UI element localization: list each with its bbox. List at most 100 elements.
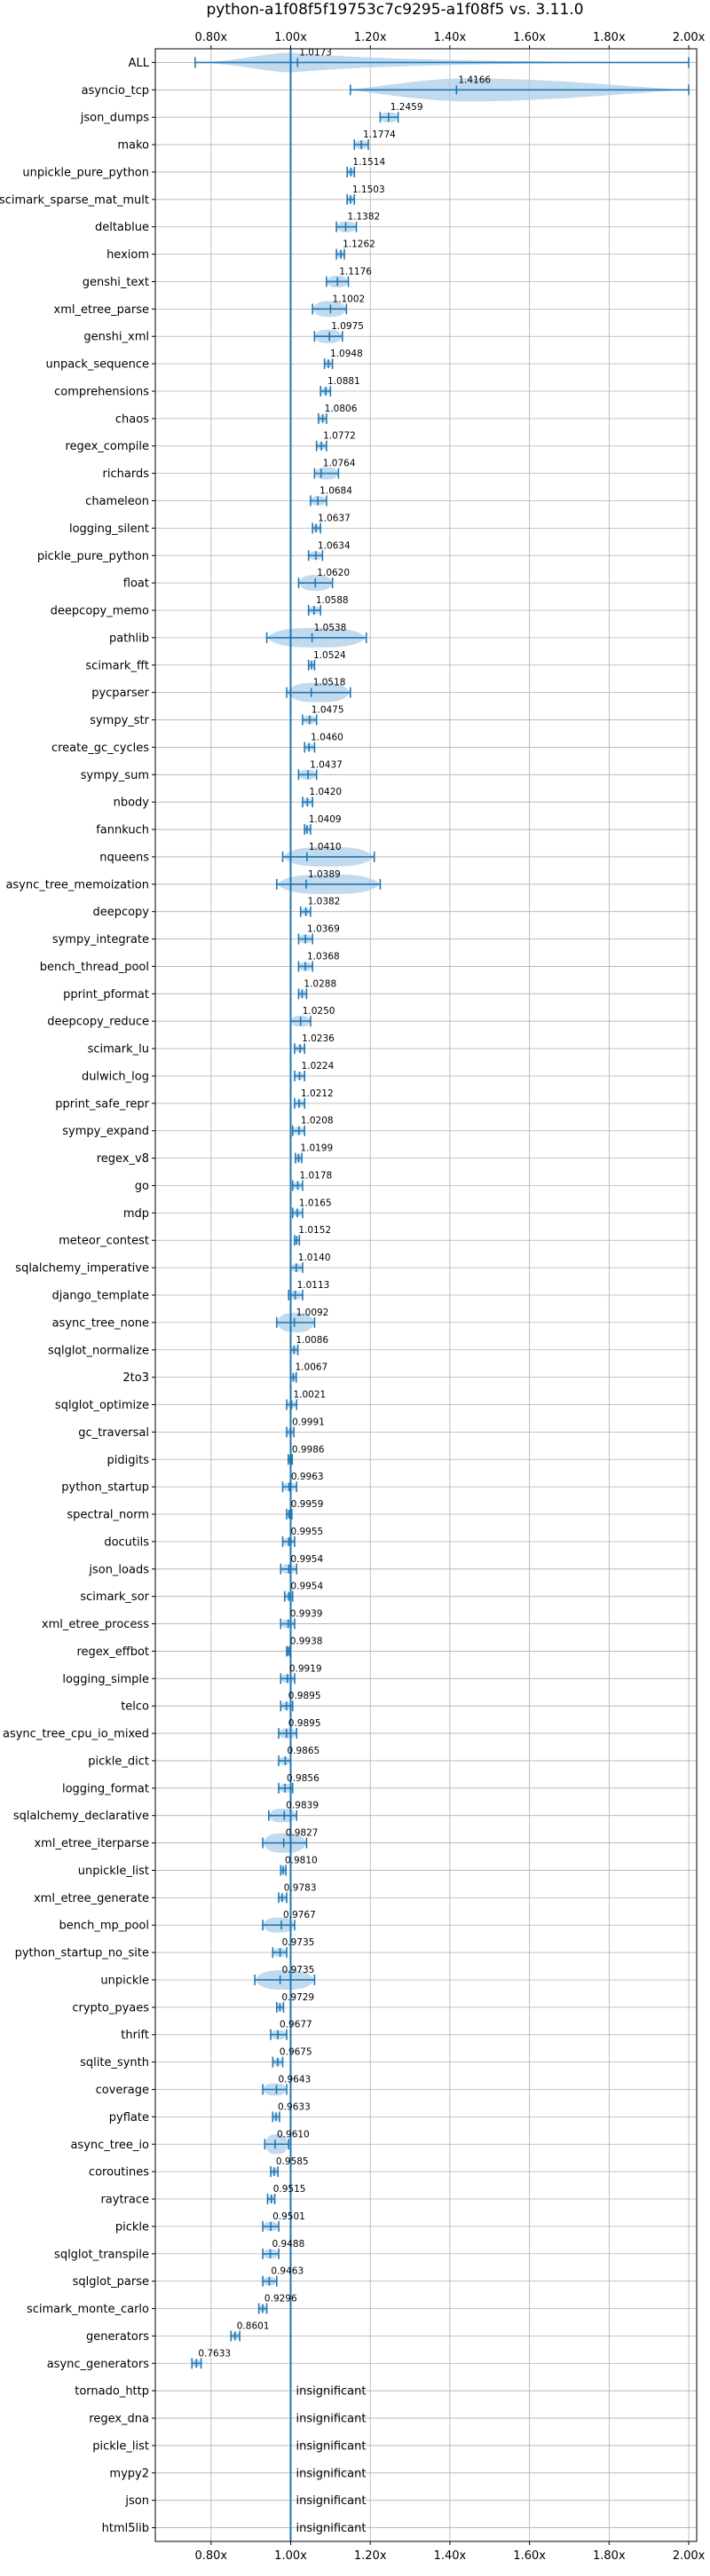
benchmark-label: xml_etree_parse xyxy=(54,303,149,317)
mean-value-label: 1.1382 xyxy=(347,212,380,223)
benchmark-label: pycparser xyxy=(91,687,149,700)
benchmark-label: genshi_text xyxy=(83,276,149,289)
benchmark-label: deepcopy xyxy=(92,906,149,919)
mean-value-label: 1.4166 xyxy=(458,75,491,85)
benchmark-label: logging_format xyxy=(62,1782,149,1795)
benchmark-label: async_tree_memoization xyxy=(5,878,149,891)
mean-value-label: 0.9729 xyxy=(281,1992,314,2003)
benchmark-label: sympy_sum xyxy=(81,769,149,782)
mean-value-label: 0.9865 xyxy=(287,1746,320,1756)
x-tick-label-bottom: 1.40x xyxy=(434,2549,467,2563)
benchmark-label: chameleon xyxy=(85,495,149,508)
benchmark-label: deepcopy_reduce xyxy=(47,1016,149,1029)
mean-value-label: 1.0634 xyxy=(318,540,351,551)
x-tick-label-bottom: 1.80x xyxy=(593,2549,626,2563)
benchmark-label: xml_etree_process xyxy=(42,1618,149,1631)
x-tick-label-top: 0.80x xyxy=(194,31,227,44)
mean-value-label: 1.0382 xyxy=(308,897,341,907)
benchmark-label: python_startup_no_site xyxy=(15,1947,149,1960)
benchmark-label: generators xyxy=(86,2330,149,2344)
mean-value-label: 1.0588 xyxy=(316,595,349,606)
benchmark-label: pprint_pformat xyxy=(63,988,149,1001)
mean-value-label: 1.0410 xyxy=(309,842,342,852)
label-layer: 0.80x 0.80x 1.00x 1.00x 1.20x 1.20x 1.40x 1.40x… xyxy=(0,31,706,2563)
benchmark-label: xml_etree_iterparse xyxy=(34,1837,149,1850)
benchmark-label: regex_compile xyxy=(65,440,149,453)
mean-value-label: 1.0420 xyxy=(309,787,342,797)
mean-value-label: 1.0772 xyxy=(323,431,356,442)
mean-value-label: 1.0212 xyxy=(301,1088,334,1099)
mean-value-label: 0.9991 xyxy=(292,1417,325,1427)
mean-value-label: 0.9955 xyxy=(290,1527,323,1537)
mean-value-label: 0.9856 xyxy=(287,1773,320,1784)
mean-value-label: 0.9895 xyxy=(288,1718,321,1729)
insignificant-label: insignificant xyxy=(296,2522,367,2535)
benchmark-label: spectral_norm xyxy=(67,1509,149,1522)
mean-value-label: 1.0152 xyxy=(298,1225,331,1236)
mean-value-label: 1.0288 xyxy=(304,978,336,989)
benchmark-label: sympy_str xyxy=(90,714,149,727)
mean-value-label: 0.9895 xyxy=(288,1691,321,1701)
benchmark-label: hexiom xyxy=(106,248,149,262)
benchmark-label: crypto_pyaes xyxy=(72,2001,149,2014)
mean-value-label: 1.0620 xyxy=(317,568,350,578)
benchmark-label: raytrace xyxy=(100,2194,149,2207)
benchmark-label: dulwich_log xyxy=(82,1070,149,1083)
mean-value-label: 1.1514 xyxy=(352,157,385,168)
benchmark-label: coroutines xyxy=(89,2166,149,2179)
benchmark-label: pidigits xyxy=(107,1454,150,1467)
mean-value-label: 1.0021 xyxy=(293,1390,326,1401)
mean-value-label: 1.0806 xyxy=(325,404,358,414)
benchmark-label: xml_etree_generate xyxy=(34,1892,149,1905)
mean-value-label: 0.9938 xyxy=(290,1636,323,1646)
mean-value-label: 0.9959 xyxy=(291,1499,324,1510)
x-tick-label-top: 1.00x xyxy=(274,31,307,44)
mean-value-label: 1.0518 xyxy=(313,678,346,688)
mean-value-label: 1.1002 xyxy=(332,294,365,304)
benchmark-label: meteor_contest xyxy=(59,1235,149,1248)
mean-value-label: 1.0173 xyxy=(299,47,332,58)
benchmark-label: async_tree_none xyxy=(52,1316,149,1330)
mean-value-label: 1.1176 xyxy=(339,266,372,277)
benchmark-label: fannkuch xyxy=(96,824,149,837)
mean-value-label: 1.0409 xyxy=(309,814,342,825)
mean-value-label: 0.9783 xyxy=(284,1882,317,1893)
benchmark-label: tornado_http xyxy=(75,2385,149,2399)
mean-value-label: 1.0236 xyxy=(302,1033,335,1044)
mean-value-label: 0.9963 xyxy=(291,1472,324,1482)
benchmark-label: async_tree_io xyxy=(70,2139,149,2152)
benchmark-label: gc_traversal xyxy=(78,1426,149,1440)
x-tick-label-top: 1.40x xyxy=(434,31,467,44)
mean-value-label: 1.0092 xyxy=(296,1308,329,1318)
benchmark-label: coverage xyxy=(96,2084,149,2097)
mean-value-label: 0.9501 xyxy=(272,2211,305,2222)
benchmark-label: scimark_sor xyxy=(80,1590,149,1604)
benchmark-label: richards xyxy=(103,467,150,481)
violin-layer xyxy=(192,52,690,2368)
mean-value-label: 0.9488 xyxy=(272,2239,305,2250)
benchmark-label: mdp xyxy=(123,1207,149,1221)
chart-title: python-a1f08f5f19753c7c9295-a1f08f5 vs. … xyxy=(206,1,583,19)
benchmark-label: mypy2 xyxy=(109,2467,149,2480)
mean-value-label: 1.0538 xyxy=(314,623,347,633)
mean-value-label: 0.8601 xyxy=(237,2321,270,2331)
benchmark-label: scimark_lu xyxy=(88,1043,149,1056)
mean-value-label: 0.9515 xyxy=(273,2184,306,2195)
mean-value-label: 0.9735 xyxy=(282,1937,315,1948)
mean-value-label: 0.9463 xyxy=(271,2266,304,2277)
benchmark-label: pickle_list xyxy=(92,2439,149,2453)
insignificant-label: insignificant xyxy=(296,2385,367,2399)
benchmark-label: 2to3 xyxy=(122,1371,149,1385)
mean-value-label: 1.0208 xyxy=(301,1116,334,1127)
benchmark-label: sqlglot_transpile xyxy=(54,2248,149,2261)
mean-value-label: 1.1774 xyxy=(363,130,396,140)
mean-value-label: 1.0684 xyxy=(320,486,352,497)
x-tick-label-bottom: 1.60x xyxy=(513,2549,546,2563)
benchmark-label: asyncio_tcp xyxy=(82,84,149,98)
mean-value-label: 0.9986 xyxy=(292,1444,325,1455)
insignificant-label: insignificant xyxy=(296,2494,367,2508)
mean-value-label: 0.9827 xyxy=(286,1828,319,1839)
mean-value-label: 1.0881 xyxy=(327,376,360,387)
benchmark-label: html5lib xyxy=(102,2522,149,2535)
